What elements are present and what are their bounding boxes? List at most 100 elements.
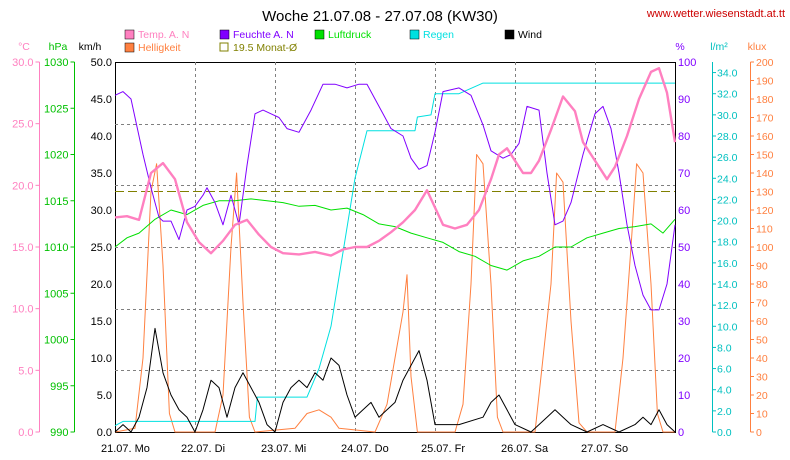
series-line-rain <box>114 82 675 427</box>
tick-label-wind: 0.0 <box>97 427 112 439</box>
tick-label-rain: 2.0 <box>717 406 732 418</box>
tick-label-wind: 45.0 <box>91 94 112 106</box>
axis-units: °C hPa km/h% l/m² klux <box>18 41 767 53</box>
tick-label-rain: 18.0 <box>717 237 738 249</box>
tick-label-wind: 35.0 <box>91 168 112 180</box>
tick-label-light: 60 <box>756 316 768 328</box>
tick-label-light: 130 <box>756 187 774 199</box>
tick-label-press: 995 <box>50 381 68 393</box>
tick-label-temp: 5.0 <box>18 365 33 377</box>
axis-unit-hum: % <box>675 41 684 53</box>
x-tick-label: 22.07. Di <box>181 443 225 455</box>
legend-label: Regen <box>423 29 454 41</box>
tick-label-light: 160 <box>756 131 774 143</box>
tick-label-light: 30 <box>756 372 768 384</box>
axis-unit-light: klux <box>748 41 767 53</box>
tick-label-light: 150 <box>756 150 774 162</box>
plot-frame <box>115 62 676 433</box>
tick-label-wind: 10.0 <box>91 353 112 365</box>
tick-label-rain: 16.0 <box>717 258 738 270</box>
tick-label-light: 170 <box>756 113 774 125</box>
tick-label-light: 190 <box>756 76 774 88</box>
tick-label-rain: 28.0 <box>717 131 738 143</box>
x-tick-label: 24.07. Do <box>341 443 389 455</box>
axis-unit-rain: l/m² <box>710 41 728 53</box>
tick-label-light: 100 <box>756 242 774 254</box>
tick-label-light: 20 <box>756 390 768 402</box>
tick-label-rain: 22.0 <box>717 194 738 206</box>
tick-label-temp: 20.0 <box>12 180 33 192</box>
series-line-temp <box>114 66 677 257</box>
tick-label-press: 1025 <box>44 103 68 115</box>
tick-label-light: 40 <box>756 353 768 365</box>
tick-label-rain: 34.0 <box>717 68 738 80</box>
axis-unit-wind: km/h <box>79 41 102 53</box>
chart-title: Woche 21.07.08 - 27.07.08 (KW30) <box>262 8 498 25</box>
source-link[interactable]: www.wetter.wiesenstadt.at.tt <box>646 8 785 20</box>
tick-label-wind: 30.0 <box>91 205 112 217</box>
tick-label-light: 70 <box>756 298 768 310</box>
tick-label-light: 10 <box>756 409 768 421</box>
tick-label-wind: 20.0 <box>91 279 112 291</box>
tick-label-light: 90 <box>756 261 768 273</box>
tick-label-rain: 30.0 <box>717 110 738 122</box>
tick-label-hum: 70 <box>678 168 690 180</box>
tick-label-press: 990 <box>50 427 68 439</box>
tick-label-light: 110 <box>756 224 773 236</box>
tick-label-rain: 10.0 <box>717 321 738 333</box>
tick-label-rain: 12.0 <box>717 300 738 312</box>
tick-label-temp: 25.0 <box>12 119 33 131</box>
tick-label-rain: 6.0 <box>717 364 732 376</box>
tick-label-light: 200 <box>756 57 774 69</box>
tick-label-rain: 24.0 <box>717 173 738 185</box>
tick-label-hum: 30 <box>678 316 690 328</box>
legend-label: Luftdruck <box>328 29 372 41</box>
tick-label-hum: 90 <box>678 94 690 106</box>
series-line-light <box>114 154 675 433</box>
legend-swatch <box>219 42 229 52</box>
tick-label-light: 120 <box>756 205 774 217</box>
x-tick-label: 25.07. Fr <box>421 443 465 455</box>
legend-label: 19.5 Monat-Ø <box>233 42 297 54</box>
tick-label-light: 0 <box>756 427 762 439</box>
tick-label-press: 1005 <box>44 288 68 300</box>
tick-label-temp: 15.0 <box>12 242 33 254</box>
legend-label: Feuchte A. N <box>233 29 294 41</box>
plot-area <box>114 62 677 433</box>
tick-label-hum: 0 <box>678 427 684 439</box>
tick-label-rain: 8.0 <box>717 342 732 354</box>
legend-swatch <box>314 29 325 40</box>
tick-label-hum: 40 <box>678 279 690 291</box>
tick-label-hum: 60 <box>678 205 690 217</box>
tick-label-hum: 100 <box>678 57 696 69</box>
tick-label-wind: 5.0 <box>97 390 112 402</box>
tick-label-press: 1010 <box>44 242 68 254</box>
tick-label-hum: 10 <box>678 390 690 402</box>
tick-label-wind: 25.0 <box>91 242 112 254</box>
legend-swatch <box>124 42 135 53</box>
legend-label: Wind <box>518 29 542 41</box>
tick-label-rain: 20.0 <box>717 216 738 228</box>
tick-label-wind: 40.0 <box>91 131 112 143</box>
tick-label-temp: 30.0 <box>12 57 33 69</box>
tick-label-rain: 32.0 <box>717 89 738 101</box>
legend-label: Helligkeit <box>138 42 181 54</box>
tick-label-temp: 0.0 <box>18 427 33 439</box>
x-tick-label: 23.07. Mi <box>261 443 306 455</box>
legend: Temp. A. N Feuchte A. N Luftdruck Regen Wind… <box>124 29 542 54</box>
tick-label-light: 50 <box>756 335 768 347</box>
tick-label-light: 80 <box>756 279 768 291</box>
tick-label-rain: 14.0 <box>717 279 738 291</box>
tick-label-light: 140 <box>756 168 774 180</box>
x-tick-label: 27.07. So <box>581 443 628 455</box>
series-line-hum <box>114 83 676 311</box>
tick-label-hum: 80 <box>678 131 690 143</box>
tick-label-wind: 15.0 <box>91 316 112 328</box>
tick-label-hum: 20 <box>678 353 690 365</box>
right-axes: 01020304050607080901000.02.04.06.08.010.… <box>678 57 774 439</box>
legend-swatch <box>409 29 420 40</box>
tick-label-press: 1030 <box>44 57 68 69</box>
tick-label-press: 1020 <box>44 150 68 162</box>
left-axes: 0.0 5.0 10.0 15.0 20.0 25.0 30.0 990 995 1000 1005… <box>12 57 112 439</box>
